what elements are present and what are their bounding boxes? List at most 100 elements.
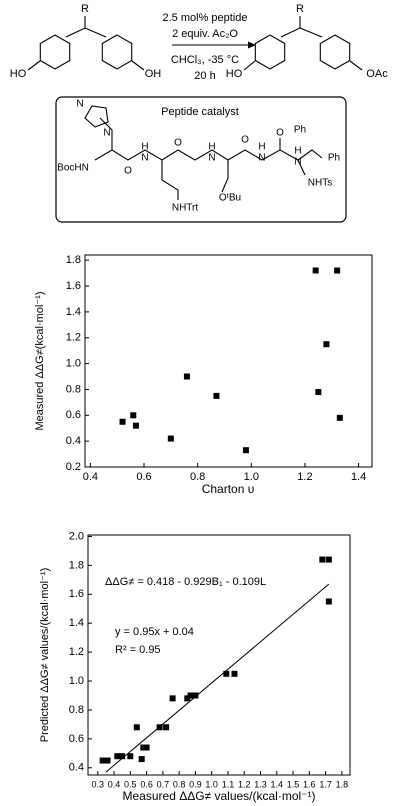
x-tick-label: 1.5 <box>287 779 300 789</box>
atom-label: O <box>124 166 132 177</box>
data-point <box>119 753 126 760</box>
plot-frame <box>84 254 373 468</box>
data-point <box>143 744 150 751</box>
y-tick-label: 1.8 <box>69 559 84 571</box>
atom-label: NHTrt <box>172 203 199 214</box>
x-tick-label: 1.0 <box>205 779 218 789</box>
benzene-ring <box>39 34 71 70</box>
data-point <box>223 670 230 677</box>
y-tick-label: 1.6 <box>69 588 84 600</box>
side-chain <box>99 117 113 150</box>
data-point <box>114 753 121 760</box>
data-point <box>184 695 191 702</box>
x-tick-label: 0.4 <box>83 471 98 483</box>
data-point <box>242 447 249 454</box>
bond <box>349 60 363 71</box>
y-axis-label: Measured ΔΔG≠(kcal·mol⁻¹) <box>34 291 46 430</box>
y-tick-label: 0.2 <box>66 461 81 473</box>
x-tick-label: 1.1 <box>222 779 235 789</box>
y-tick-label: 1.8 <box>66 254 81 266</box>
data-point <box>231 670 238 677</box>
y-axis-label: Predicted ΔΔG≠ values/(kcal·mol⁻¹) <box>39 568 51 742</box>
x-tick-label: 1.2 <box>238 779 251 789</box>
data-point <box>169 695 176 702</box>
substituent: R <box>81 3 89 15</box>
plot-frame <box>87 534 351 776</box>
atom-label: H <box>141 142 148 153</box>
x-tick-label: 0.6 <box>136 471 151 483</box>
atom-label: Ph <box>294 125 306 136</box>
data-point <box>213 392 220 399</box>
data-point <box>127 753 134 760</box>
bond <box>299 27 323 38</box>
atom-label: NHTs <box>308 178 332 189</box>
bond <box>280 27 301 38</box>
atom-label: O <box>241 135 249 146</box>
data-point <box>312 267 319 274</box>
x-tick-label: 1.4 <box>271 779 284 789</box>
atom-label: O <box>174 138 182 149</box>
y-tick-label: 2.0 <box>69 530 84 542</box>
data-point <box>130 412 137 419</box>
bond <box>84 27 107 38</box>
bond <box>65 27 86 38</box>
annotation: ΔΔG≠ = 0.418 - 0.929B₁ - 0.109L <box>105 576 266 588</box>
data-point <box>132 422 139 429</box>
fit-line <box>105 583 330 773</box>
y-tick-label: 1.0 <box>66 357 81 369</box>
data-point <box>323 341 330 348</box>
imidazole-ring <box>84 105 109 128</box>
x-tick-label: 1.7 <box>319 779 332 789</box>
condition: 2.5 mol% peptide <box>163 12 248 24</box>
data-point <box>192 692 199 699</box>
bond <box>27 60 41 71</box>
y-tick-label: 0.6 <box>66 409 81 421</box>
bond <box>131 60 145 71</box>
y-tick-label: 0.8 <box>66 383 81 395</box>
x-tick-label: 0.4 <box>108 779 121 789</box>
data-point <box>163 724 170 731</box>
bond <box>243 60 256 71</box>
atom-label: N <box>141 153 148 164</box>
x-tick-label: 1.6 <box>303 779 316 789</box>
y-tick-label: 0.6 <box>69 733 84 745</box>
x-axis-label: Charton υ <box>202 482 255 496</box>
side-chain <box>297 159 306 176</box>
catalyst-box <box>55 96 347 223</box>
data-point <box>325 556 332 563</box>
backbone <box>94 149 299 161</box>
data-point <box>167 435 174 442</box>
x-tick-label: 0.8 <box>173 779 186 789</box>
data-point <box>156 724 163 731</box>
group-label: HO <box>10 68 27 80</box>
data-point <box>325 598 332 605</box>
condition: 20 h <box>194 70 215 82</box>
data-point <box>104 757 111 764</box>
y-tick-label: 0.8 <box>69 704 84 716</box>
benzene-ring <box>319 34 351 70</box>
y-tick-label: 1.4 <box>66 306 81 318</box>
side-chain <box>221 160 229 193</box>
atom-label: N <box>103 128 110 139</box>
atom-label: N <box>76 99 83 110</box>
x-tick-label: 0.7 <box>157 779 170 789</box>
y-tick-label: 1.4 <box>69 617 84 629</box>
atom-label: N <box>258 153 265 164</box>
atom-label: BocHN <box>57 163 89 174</box>
atom-label: OᵗBu <box>219 193 241 204</box>
group-label: HO <box>226 68 243 80</box>
x-tick-label: 0.3 <box>92 779 105 789</box>
data-point <box>334 267 341 274</box>
substituent: R <box>296 3 304 15</box>
data-point <box>133 724 140 731</box>
x-tick-label: 0.5 <box>124 779 137 789</box>
y-tick-label: 1.0 <box>69 675 84 687</box>
catalyst-title: Peptide catalyst <box>161 106 239 118</box>
data-point <box>336 414 343 421</box>
x-tick-label: 0.9 <box>189 779 202 789</box>
data-point <box>140 744 147 751</box>
atom-label: Ph <box>328 153 340 164</box>
data-point <box>119 418 126 425</box>
x-tick-label: 1.8 <box>336 779 349 789</box>
